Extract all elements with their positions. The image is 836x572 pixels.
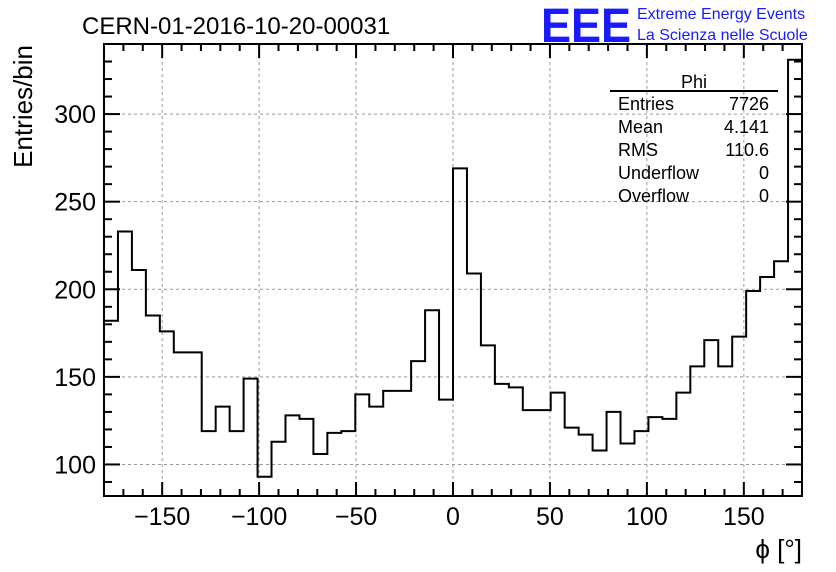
stats-label: RMS (618, 140, 658, 160)
chart-title: CERN-01-2016-10-20-00031 (82, 13, 390, 40)
logo-subtitle-2: La Scienza nelle Scuole (637, 27, 808, 44)
stats-label: Mean (618, 117, 663, 137)
stats-value: 7726 (729, 94, 769, 114)
stats-label: Underflow (618, 163, 700, 183)
x-tick-label: 0 (446, 503, 460, 531)
axis-ticks (104, 44, 802, 496)
y-tick-label: 100 (54, 451, 96, 479)
stats-label: Overflow (618, 186, 690, 206)
x-tick-labels: −150 −100 −50 0 50 100 150 (134, 503, 765, 531)
logo-subtitle-1: Extreme Energy Events (637, 6, 805, 23)
y-tick-label: 200 (54, 276, 96, 304)
stats-label: Entries (618, 94, 674, 114)
y-tick-label: 150 (54, 364, 96, 392)
stats-value: 4.141 (724, 117, 769, 137)
stats-value: 0 (759, 163, 769, 183)
x-axis-label: ϕ [°] (755, 534, 802, 564)
x-tick-label: 100 (626, 503, 668, 531)
histogram-line (104, 58, 802, 478)
eee-logo: EEE (541, 0, 631, 53)
stats-box: Phi Entries 7726 Mean 4.141 RMS 110.6 Underflo… (610, 72, 778, 206)
x-tick-label: −150 (134, 503, 190, 531)
stats-value: 110.6 (725, 140, 769, 160)
stats-value: 0 (759, 186, 769, 206)
y-tick-label: 300 (54, 101, 96, 129)
stats-title: Phi (681, 72, 707, 92)
x-tick-label: 50 (536, 503, 564, 531)
x-tick-label: −100 (231, 503, 287, 531)
y-tick-label: 250 (54, 189, 96, 217)
y-axis-label: Entries/bin (8, 45, 38, 168)
x-tick-label: −50 (335, 503, 377, 531)
y-tick-labels: 100 150 200 250 300 (54, 101, 96, 479)
x-tick-label: 150 (723, 503, 765, 531)
